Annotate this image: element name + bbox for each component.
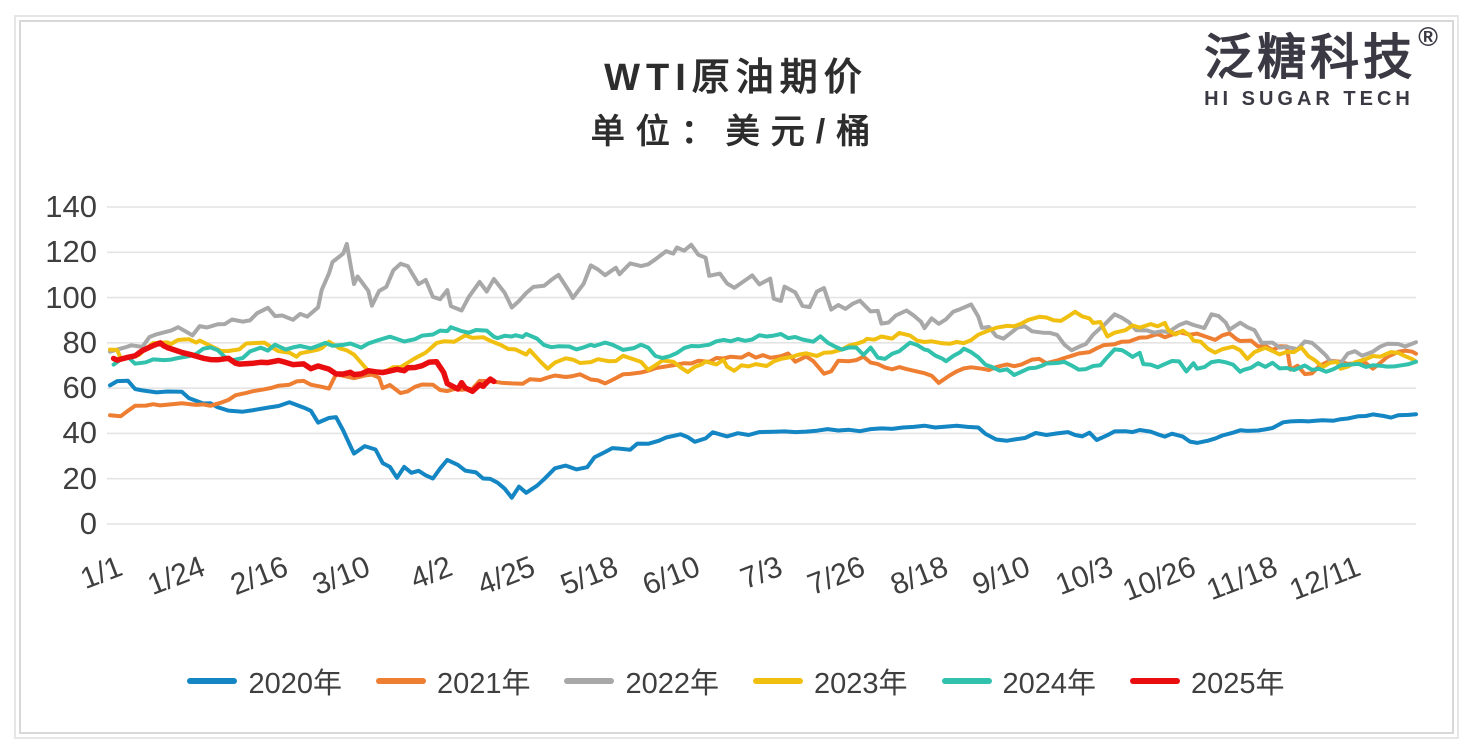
legend-item-2022: 2022年 [564, 660, 719, 702]
legend-label-2022: 2022年 [625, 668, 719, 700]
series-line-2022 [108, 241, 1418, 366]
y-axis-tick-label: 80 [62, 324, 97, 360]
chart-title: WTI原油期价 [604, 57, 868, 99]
y-axis-tick-label: 0 [79, 506, 97, 541]
legend-swatch-2025 [1130, 678, 1181, 684]
legend-item-2023: 2023年 [753, 660, 908, 702]
series-line-2020 [108, 378, 1418, 500]
hi-sugar-tech-logo: 泛糖科技® HI SUGAR TECH [1204, 24, 1438, 110]
y-axis-tick-label: 120 [45, 234, 97, 270]
logo-cn-text: 泛糖科技 [1204, 31, 1417, 85]
chart-frame [19, 20, 1454, 734]
legend-item-2024: 2024年 [941, 660, 1097, 702]
y-axis-tick-label: 100 [45, 279, 97, 315]
series-line-2024 [111, 325, 1418, 377]
legend-swatch-2024 [941, 678, 992, 684]
legend-swatch-2021 [375, 678, 426, 684]
registered-trademark-icon: ® [1418, 22, 1438, 52]
y-axis-tick-label: 20 [62, 460, 97, 496]
legend-item-2021: 2021年 [375, 660, 531, 702]
series-line-2025 [110, 340, 497, 395]
legend-label-2023: 2023年 [814, 668, 908, 700]
legend-swatch-2020 [187, 678, 238, 684]
outer-border [14, 15, 1459, 739]
legend-swatch-2022 [564, 678, 615, 684]
chart-unit-subtitle: 单位：美元/桶 [590, 113, 882, 151]
logo-english-wordmark: HI SUGAR TECH [1204, 88, 1414, 110]
legend-item-2020: 2020年 [187, 660, 342, 702]
legend-label-2020: 2020年 [248, 668, 342, 700]
legend-label-2021: 2021年 [436, 668, 531, 700]
y-axis-tick-label: 40 [62, 415, 97, 451]
legend-swatch-2023 [753, 678, 803, 684]
series-line-2021 [108, 330, 1418, 419]
legend-item-2025: 2025年 [1130, 660, 1285, 702]
logo-chinese-wordmark: 泛糖科技® [1204, 24, 1438, 85]
legend-label-2025: 2025年 [1191, 668, 1285, 700]
y-axis-tick-label: 140 [45, 189, 97, 224]
legend: 2020年 2021年 2022年 2023年 2024年 2025年 [0, 660, 1472, 702]
y-axis-tick-label: 60 [62, 370, 97, 406]
legend-label-2024: 2024年 [1002, 668, 1097, 700]
